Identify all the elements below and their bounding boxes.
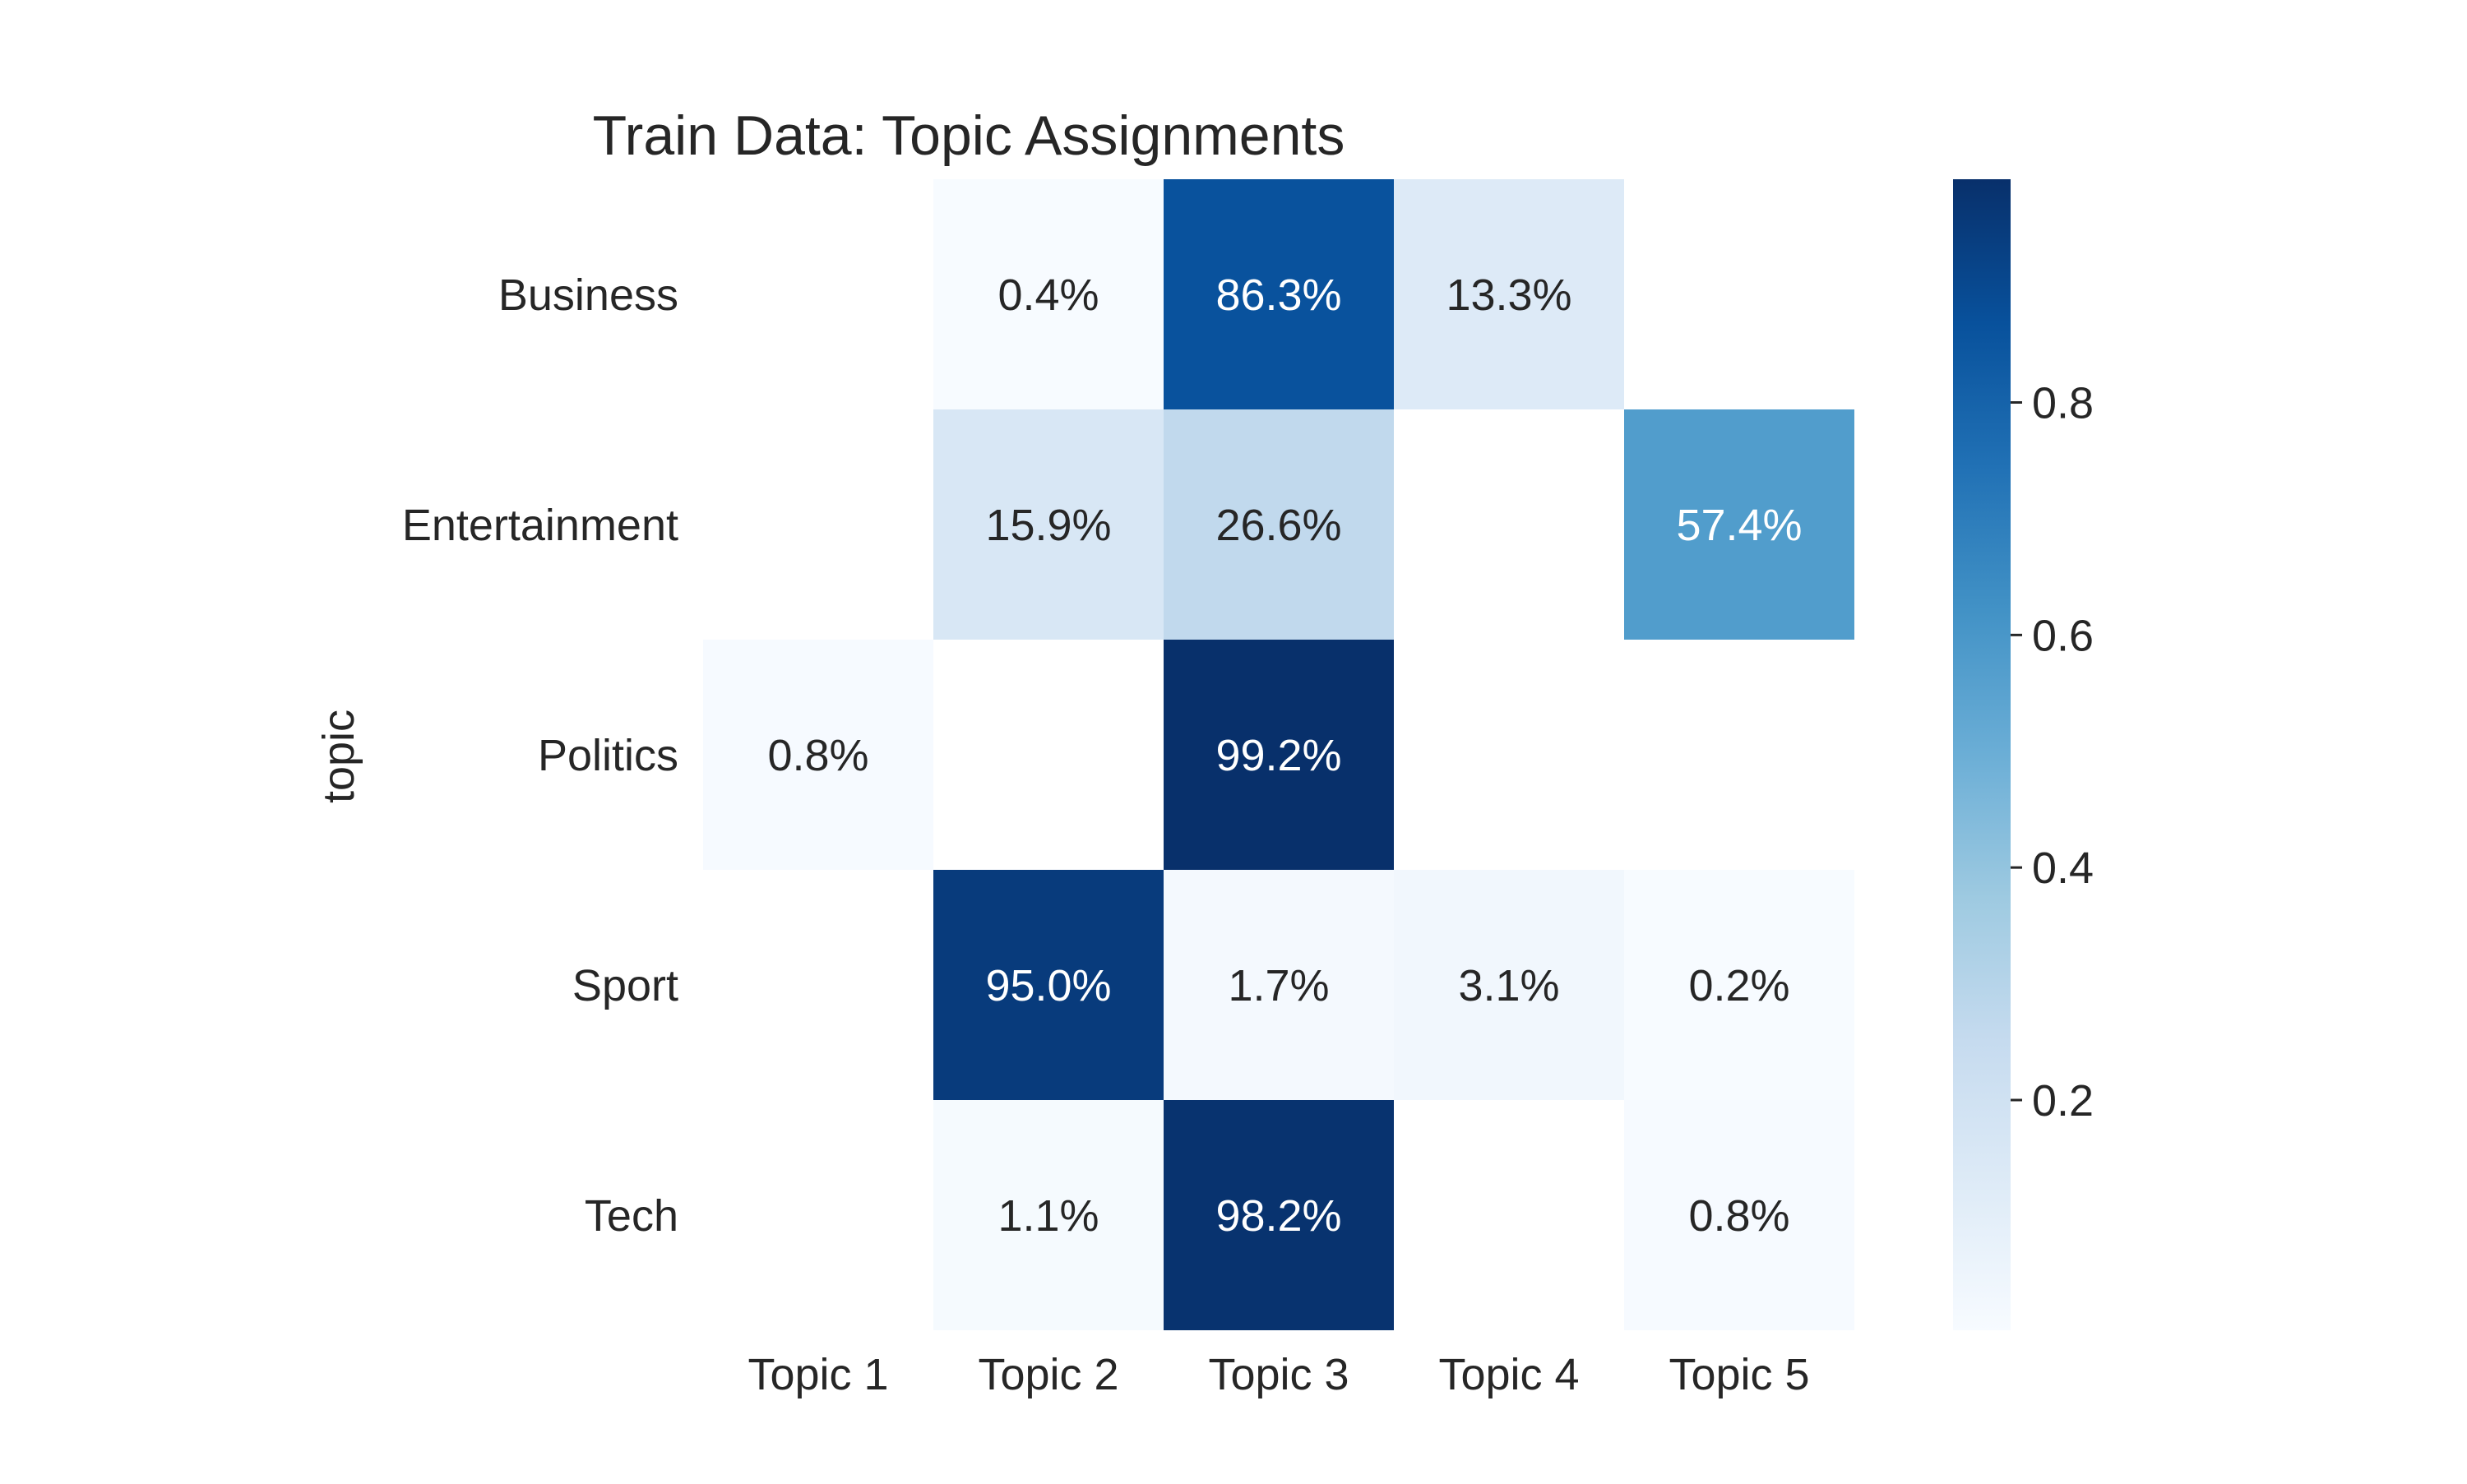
- heatmap-cell: [933, 409, 1164, 640]
- heatmap-cell: [1624, 409, 1854, 640]
- y-tick-label: Sport: [572, 961, 678, 1010]
- colorbar-gradient: [1953, 179, 2011, 1330]
- cell-value-label: 57.4%: [1676, 501, 1802, 550]
- heatmap-cell: [1624, 1100, 1854, 1330]
- cell-value-label: 0.8%: [767, 731, 868, 780]
- cell-value-label: 1.1%: [997, 1191, 1099, 1241]
- heatmap-cell: [933, 870, 1164, 1100]
- x-tick-label: Topic 4: [1438, 1350, 1579, 1399]
- chart-title: Train Data: Topic Assignments: [593, 104, 1345, 167]
- heatmap-cell: [1624, 870, 1854, 1100]
- cell-value-label: 0.2%: [1688, 961, 1789, 1010]
- colorbar-tick-label: 0.4: [2032, 844, 2094, 893]
- heatmap-cell: [1164, 179, 1394, 409]
- cell-value-label: 86.3%: [1215, 270, 1341, 320]
- cell-value-label: 26.6%: [1215, 501, 1341, 550]
- colorbar: 0.2 0.4 0.6 0.8: [1953, 179, 2094, 1330]
- heatmap-cell: [933, 179, 1164, 409]
- heatmap-cell: [1394, 870, 1624, 1100]
- y-axis-label: topic: [314, 710, 363, 803]
- heatmap-cell: [1394, 179, 1624, 409]
- cell-value-label: 13.3%: [1446, 270, 1571, 320]
- heatmap-cell: [703, 640, 933, 870]
- heatmap-cell: [1164, 870, 1394, 1100]
- cell-value-label: 15.9%: [985, 501, 1111, 550]
- x-tick-label: Topic 5: [1669, 1350, 1809, 1399]
- colorbar-tick-label: 0.2: [2032, 1076, 2094, 1126]
- colorbar-tick-label: 0.8: [2032, 379, 2094, 428]
- x-tick-label: Topic 1: [748, 1350, 888, 1399]
- x-tick-labels: Topic 1 Topic 2 Topic 3 Topic 4 Topic 5: [748, 1350, 1809, 1399]
- cell-value-label: 1.7%: [1228, 961, 1329, 1010]
- heatmap-cell: [1164, 640, 1394, 870]
- cell-value-label: 0.4%: [997, 270, 1099, 320]
- y-tick-label: Politics: [538, 731, 678, 780]
- x-tick-label: Topic 3: [1208, 1350, 1349, 1399]
- cell-value-label: 99.2%: [1215, 731, 1341, 780]
- heatmap-cell: [933, 1100, 1164, 1330]
- heatmap-cell: [1164, 1100, 1394, 1330]
- heatmap-cell: [1164, 409, 1394, 640]
- cell-value-label: 98.2%: [1215, 1191, 1341, 1241]
- cell-value-label: 3.1%: [1458, 961, 1559, 1010]
- cell-value-label: 0.8%: [1688, 1191, 1789, 1241]
- x-tick-label: Topic 2: [978, 1350, 1118, 1399]
- heatmap-cell-labels: 0.4% 86.3% 13.3% 15.9% 26.6% 57.4% 0.8% 99.2% 95…: [767, 270, 1802, 1241]
- y-tick-label: Business: [498, 270, 678, 320]
- cell-value-label: 95.0%: [985, 961, 1111, 1010]
- y-tick-labels: Business Entertainment Politics Sport Tech: [402, 270, 678, 1241]
- y-tick-label: Entertainment: [402, 501, 678, 550]
- colorbar-tick-label: 0.6: [2032, 611, 2094, 660]
- heatmap-cells: [703, 179, 1854, 1330]
- y-tick-label: Tech: [585, 1191, 678, 1241]
